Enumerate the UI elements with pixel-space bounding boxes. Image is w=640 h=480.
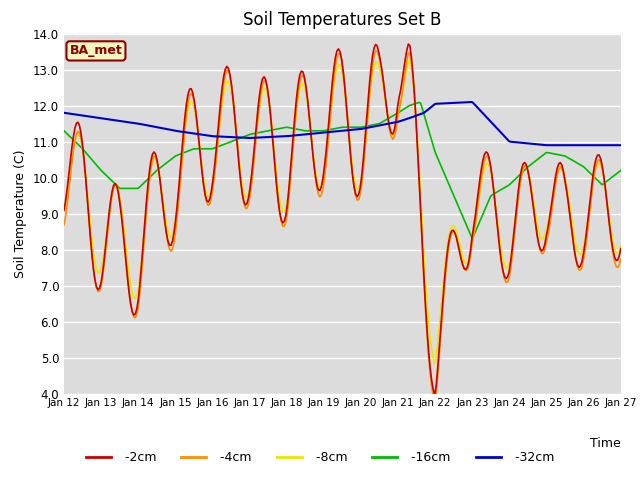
Text: BA_met: BA_met <box>70 44 122 58</box>
Title: Soil Temperatures Set B: Soil Temperatures Set B <box>243 11 442 29</box>
Legend:  -2cm,  -4cm,  -8cm,  -16cm,  -32cm: -2cm, -4cm, -8cm, -16cm, -32cm <box>81 446 559 469</box>
Text: Time: Time <box>590 437 621 450</box>
Y-axis label: Soil Temperature (C): Soil Temperature (C) <box>15 149 28 278</box>
